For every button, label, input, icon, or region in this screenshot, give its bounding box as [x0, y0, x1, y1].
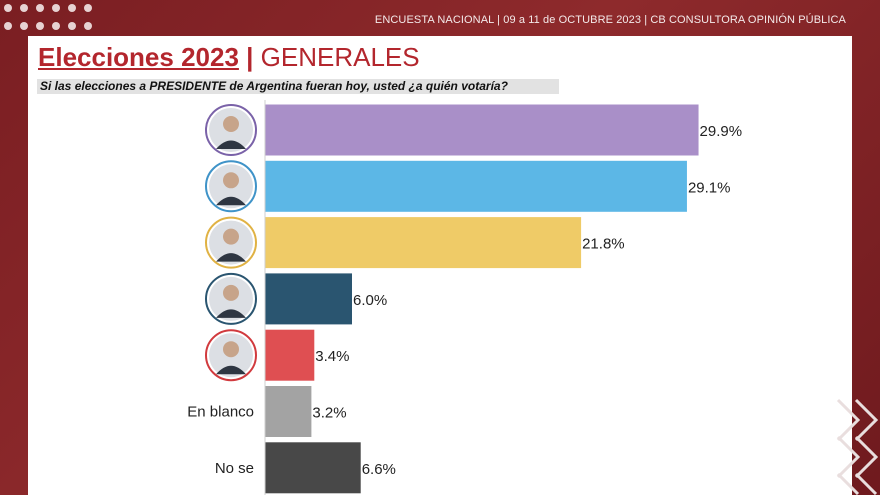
title-separator: |: [246, 42, 254, 72]
bar: [265, 217, 582, 269]
page-title: Elecciones 2023 | GENERALES: [38, 42, 420, 72]
bar-value-label: 29.9%: [700, 123, 743, 140]
category-label: No se: [215, 460, 254, 477]
bar: [265, 329, 315, 381]
bar-value-label: 29.1%: [688, 179, 731, 196]
survey-question: Si las elecciones a PRESIDENTE de Argent…: [37, 79, 559, 94]
candidate-avatar: [205, 329, 257, 382]
bar-value-label: 3.4%: [315, 348, 349, 365]
bar-value-label: 6.0%: [353, 292, 387, 309]
bar: [265, 386, 312, 437]
bar: [265, 273, 352, 325]
category-label: En blanco: [187, 404, 254, 421]
candidate-avatar: [205, 104, 257, 156]
bar-value-label: 6.6%: [362, 461, 396, 478]
decorative-dots: [4, 2, 100, 42]
bar: [265, 160, 687, 212]
survey-info: ENCUESTA NACIONAL | 09 a 11 de OCTUBRE 2…: [374, 14, 846, 26]
candidate-avatar: [205, 216, 257, 269]
bar-value-label: 3.2%: [312, 405, 346, 422]
candidate-avatar: [205, 160, 257, 213]
candidate-avatar: [205, 272, 257, 325]
bar: [265, 442, 361, 494]
decorative-chevrons: [836, 398, 879, 495]
title-main: Elecciones 2023: [38, 42, 239, 72]
bar: [265, 104, 699, 156]
title-sub: GENERALES: [260, 42, 420, 72]
bar-value-label: 21.8%: [582, 236, 625, 253]
